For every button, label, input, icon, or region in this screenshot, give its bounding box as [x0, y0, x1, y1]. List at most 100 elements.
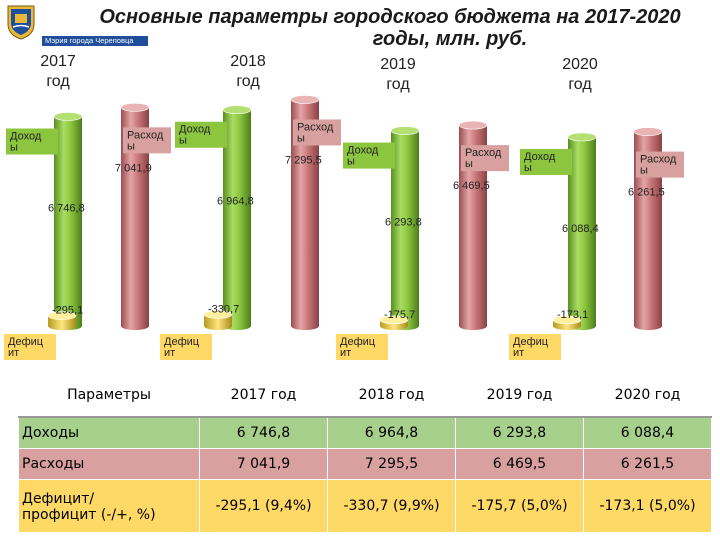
series-label-line: Доход [347, 145, 379, 157]
table-header-row: Параметры 2017 год 2018 год 2019 год 202… [18, 373, 712, 418]
income-series-label: Доходы [6, 128, 58, 155]
header-cell: Параметры [18, 373, 200, 418]
income-series-label: Доходы [175, 121, 227, 148]
header-cell: 2017 год [199, 373, 328, 418]
series-label-line: Расход [297, 121, 334, 133]
row-label: Дефицит/ профицит (-/+, %) [18, 479, 200, 533]
deficit-value-label: -295,1 [52, 305, 83, 317]
series-label-line: Расход [465, 147, 502, 159]
series-label-line: ы [127, 140, 135, 152]
table-row-expense: Расходы 7 041,9 7 295,5 6 469,5 6 261,5 [18, 448, 712, 480]
income-bar [53, 112, 83, 330]
series-label-line: Доход [179, 124, 211, 136]
series-label-line: ы [179, 135, 187, 147]
city-label: Мэрия города Череповца [42, 36, 148, 46]
series-label-line: Дефиц [8, 336, 44, 348]
year-label: 2017 год [18, 52, 98, 92]
expense-series-label: Расходы [636, 151, 684, 178]
deficit-series-label: Дефицит [509, 334, 561, 360]
header-cell: 2020 год [583, 373, 712, 418]
expense-value-label: 7 295,5 [285, 154, 322, 166]
income-value-label: 6 293,8 [385, 217, 422, 229]
series-label-line: ы [10, 142, 18, 154]
deficit-value-label: -173,1 [557, 309, 588, 321]
page-title: Основные параметры городского бюджета на… [60, 6, 720, 50]
income-series-label: Доходы [520, 148, 572, 175]
deficit-bar [203, 310, 233, 330]
year-label-line: 2017 [40, 53, 76, 70]
row-label: Доходы [18, 416, 200, 449]
year-label-line: 2019 [380, 56, 416, 73]
table-cell: 6 469,5 [455, 448, 584, 480]
year-label: 2019 год [358, 55, 438, 95]
row-label: Расходы [18, 448, 200, 480]
series-label-line: ит [8, 347, 19, 359]
table-cell: -173,1 (5,0%) [583, 479, 712, 533]
deficit-series-label: Дефицит [336, 334, 388, 360]
series-label-line: Расход [640, 154, 677, 166]
table-row-income: Доходы 6 746,8 6 964,8 6 293,8 6 088,4 [18, 416, 712, 449]
table-cell: -175,7 (5,0%) [455, 479, 584, 533]
income-series-label: Доходы [343, 142, 395, 169]
series-label-line: ит [513, 347, 524, 359]
income-bar [222, 105, 252, 330]
series-label-line: Доход [524, 151, 556, 163]
table-cell: 7 295,5 [327, 448, 456, 480]
deficit-series-label: Дефицит [160, 334, 212, 360]
header-cell: 2018 год [327, 373, 456, 418]
header: Мэрия города Череповца Основные параметр… [0, 0, 720, 50]
deficit-value-label: -175,7 [384, 309, 415, 321]
deficit-series-label: Дефицит [4, 334, 56, 360]
row-label-line: Дефицит/ [22, 491, 95, 507]
series-label-line: Доход [10, 131, 42, 143]
series-label-line: Дефиц [340, 336, 376, 348]
year-label-line: 2020 [562, 56, 598, 73]
page-title-line-2: годы, млн. руб. [372, 28, 528, 50]
income-bar [390, 126, 420, 330]
deficit-value-label: -330,7 [208, 303, 239, 315]
expense-series-label: Расходы [293, 119, 341, 146]
year-label-line: год [386, 76, 410, 93]
parameters-table: Параметры 2017 год 2018 год 2019 год 202… [18, 373, 712, 533]
year-label-line: 2018 [230, 53, 266, 70]
header-cell: 2019 год [455, 373, 584, 418]
series-label-line: ы [640, 165, 648, 177]
year-label: 2020 год [540, 55, 620, 95]
income-bar [567, 132, 597, 330]
deficit-bar [379, 315, 409, 330]
series-label-line: ы [524, 162, 532, 174]
table-cell: -330,7 (9,9%) [327, 479, 456, 533]
expense-value-label: 6 261,5 [628, 187, 665, 199]
income-value-label: 6 964,8 [217, 196, 254, 208]
income-value-label: 6 746,8 [48, 203, 85, 215]
series-label-line: ит [340, 347, 351, 359]
series-label-line: ы [297, 132, 305, 144]
expense-value-label: 7 041,9 [115, 162, 152, 174]
expense-series-label: Расходы [461, 145, 509, 172]
table-cell: 6 088,4 [583, 416, 712, 449]
city-crest-icon [7, 5, 35, 40]
income-value-label: 6 088,4 [562, 223, 599, 235]
table-cell: -295,1 (9,4%) [199, 479, 328, 533]
page-title-line-1: Основные параметры городского бюджета на… [99, 6, 681, 28]
row-label-line: профицит (-/+, %) [22, 507, 156, 523]
series-label-line: Дефиц [164, 336, 200, 348]
series-label-line: ит [164, 347, 175, 359]
table-cell: 6 261,5 [583, 448, 712, 480]
series-label-line: ы [465, 158, 473, 170]
table-cell: 6 293,8 [455, 416, 584, 449]
expense-value-label: 6 469,5 [453, 180, 490, 192]
expense-series-label: Расходы [123, 127, 171, 154]
year-label: 2018 год [208, 52, 288, 92]
series-label-line: Дефиц [513, 336, 549, 348]
series-label-line: ы [347, 156, 355, 168]
series-label-line: Расход [127, 129, 164, 141]
year-label-line: год [236, 73, 260, 90]
table-cell: 6 964,8 [327, 416, 456, 449]
table-row-deficit: Дефицит/ профицит (-/+, %) -295,1 (9,4%)… [18, 479, 712, 533]
deficit-bar [552, 315, 582, 330]
table-cell: 6 746,8 [199, 416, 328, 449]
table-cell: 7 041,9 [199, 448, 328, 480]
deficit-bar [47, 311, 77, 330]
